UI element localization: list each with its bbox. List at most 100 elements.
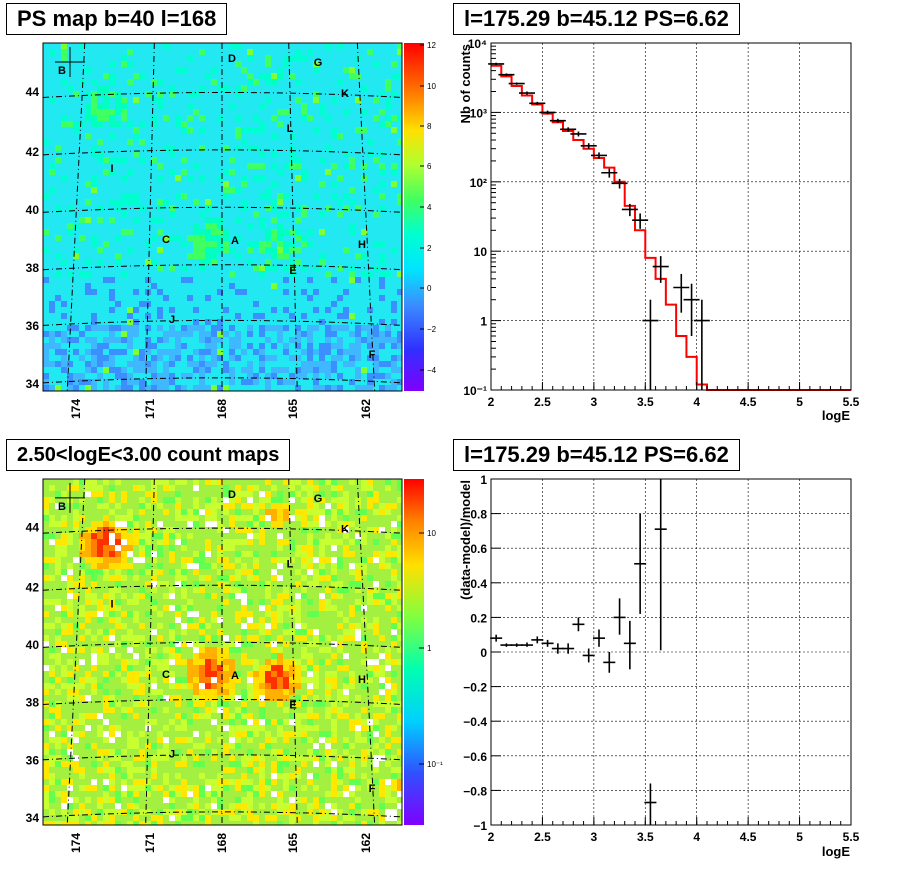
heat-cell <box>397 785 402 791</box>
heat-cell <box>397 49 402 55</box>
heat-cell <box>133 671 139 677</box>
heat-cell <box>373 599 379 605</box>
heat-cell <box>349 629 355 635</box>
heat-cell <box>325 205 331 211</box>
heat-cell <box>73 247 79 253</box>
heat-cell <box>337 563 343 569</box>
heat-cell <box>181 785 187 791</box>
heat-cell <box>337 385 343 391</box>
heat-cell <box>187 557 193 563</box>
heat-cell <box>397 485 402 491</box>
heat-cell <box>67 379 73 385</box>
heat-cell <box>277 791 283 797</box>
heat-cell <box>271 497 277 503</box>
heat-cell <box>103 557 109 563</box>
ps-colorbar-label: −2 <box>427 325 437 334</box>
heat-cell <box>127 169 133 175</box>
count-map-heat-cells <box>43 479 402 825</box>
heat-cell <box>169 557 175 563</box>
heat-cell <box>151 647 157 653</box>
heat-cell <box>139 73 145 79</box>
heat-cell <box>271 163 277 169</box>
heat-cell <box>349 803 355 809</box>
heat-cell <box>331 725 337 731</box>
heat-cell <box>361 509 367 515</box>
heat-cell <box>355 605 361 611</box>
heat-cell <box>157 307 163 313</box>
heat-cell <box>217 779 223 785</box>
heat-cell <box>367 719 373 725</box>
heat-cell <box>79 497 85 503</box>
heat-cell <box>247 325 253 331</box>
heat-cell <box>397 719 402 725</box>
heat-cell <box>397 779 402 785</box>
heat-cell <box>139 635 145 641</box>
heat-cell <box>91 545 97 551</box>
heat-cell <box>319 599 325 605</box>
heat-cell <box>259 241 265 247</box>
heat-cell <box>133 599 139 605</box>
heat-cell <box>187 719 193 725</box>
heat-cell <box>109 121 115 127</box>
heat-cell <box>331 515 337 521</box>
heat-cell <box>283 641 289 647</box>
heat-cell <box>355 343 361 349</box>
heat-cell <box>43 623 49 629</box>
heat-cell <box>133 683 139 689</box>
heat-cell <box>241 527 247 533</box>
heat-cell <box>157 103 163 109</box>
heat-cell <box>211 259 217 265</box>
heat-cell <box>127 551 133 557</box>
heat-cell <box>211 779 217 785</box>
residual-x-axis-label: logE <box>822 844 850 859</box>
heat-cell <box>133 73 139 79</box>
heat-cell <box>349 355 355 361</box>
heat-cell <box>91 367 97 373</box>
heat-cell <box>103 575 109 581</box>
heat-cell <box>103 521 109 527</box>
heat-cell <box>127 671 133 677</box>
residual-data-points <box>490 479 667 825</box>
heat-cell <box>349 755 355 761</box>
heat-cell <box>91 319 97 325</box>
heat-cell <box>271 779 277 785</box>
heat-cell <box>301 361 307 367</box>
heat-cell <box>67 803 73 809</box>
heat-cell <box>295 331 301 337</box>
longitude-gridline <box>145 43 155 391</box>
heat-cell <box>199 563 205 569</box>
heat-cell <box>205 821 211 825</box>
heat-cell <box>271 133 277 139</box>
heat-cell <box>373 187 379 193</box>
heat-cell <box>367 593 373 599</box>
heat-cell <box>97 205 103 211</box>
heat-cell <box>103 515 109 521</box>
heat-cell <box>217 235 223 241</box>
heat-cell <box>109 337 115 343</box>
heat-cell <box>307 713 313 719</box>
heat-cell <box>301 55 307 61</box>
heat-cell <box>373 361 379 367</box>
heat-cell <box>133 611 139 617</box>
residual-x-tick-label: 5.5 <box>843 830 860 844</box>
heat-cell <box>271 551 277 557</box>
heat-cell <box>43 611 49 617</box>
heat-cell <box>307 539 313 545</box>
heat-cell <box>379 271 385 277</box>
heat-cell <box>379 803 385 809</box>
heat-cell <box>211 355 217 361</box>
heat-cell <box>169 635 175 641</box>
heat-cell <box>103 635 109 641</box>
source-label-i: I <box>110 598 113 610</box>
heat-cell <box>193 563 199 569</box>
heat-cell <box>355 349 361 355</box>
heat-cell <box>205 563 211 569</box>
heat-cell <box>379 557 385 563</box>
heat-cell <box>151 283 157 289</box>
heat-cell <box>217 791 223 797</box>
heat-cell <box>127 647 133 653</box>
heat-cell <box>115 605 121 611</box>
heat-cell <box>169 809 175 815</box>
heat-cell <box>235 289 241 295</box>
heat-cell <box>175 815 181 821</box>
